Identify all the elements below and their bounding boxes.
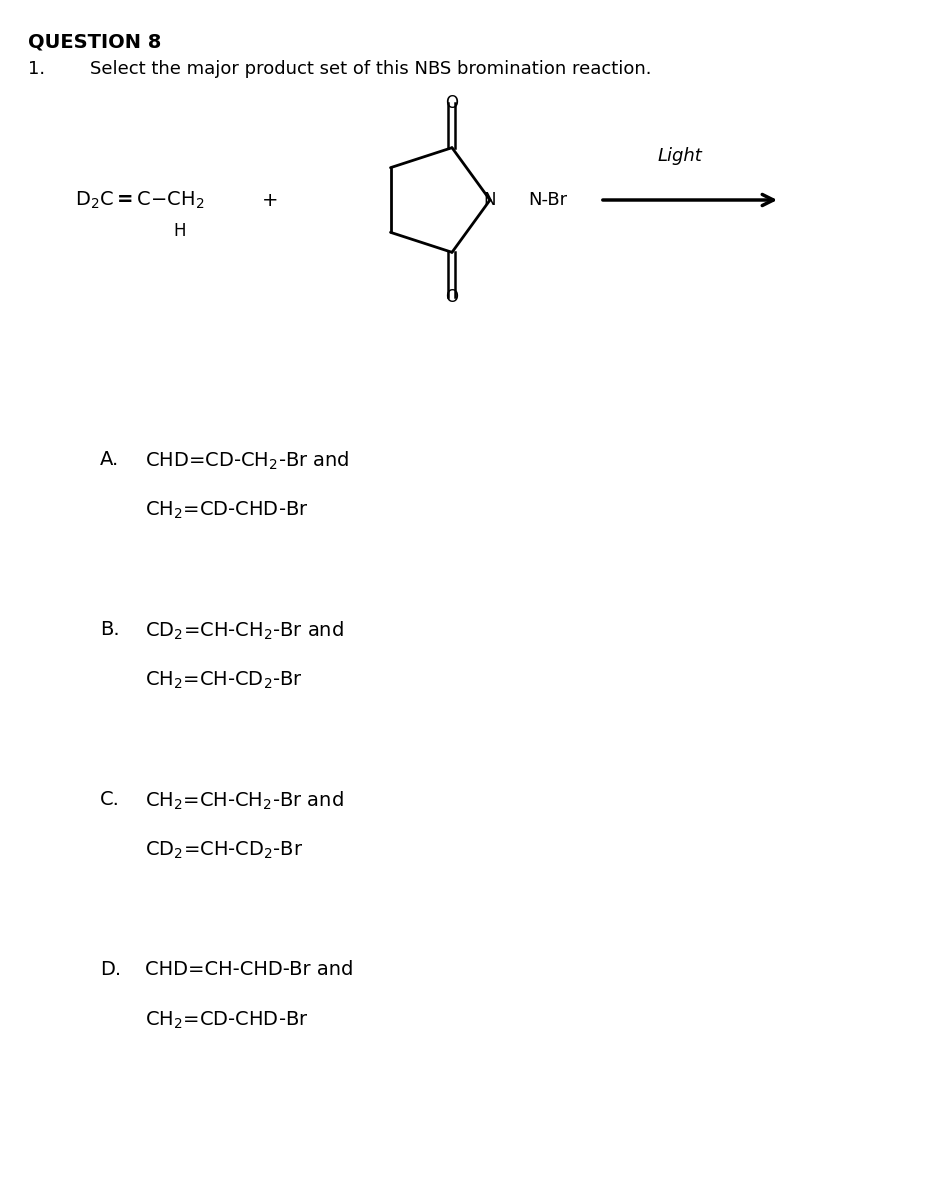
Text: CH$_2$=CH-CD$_2$-Br: CH$_2$=CH-CD$_2$-Br [145, 670, 302, 691]
Text: CHD=CH-CHD-Br and: CHD=CH-CHD-Br and [145, 959, 353, 978]
Text: N-Br: N-Br [528, 191, 567, 209]
Text: QUESTION 8: QUESTION 8 [28, 32, 161, 51]
Text: N: N [484, 191, 496, 209]
Text: C.: C. [100, 790, 120, 809]
Text: D$_2$C$\mathbf{=}$C$-$CH$_2$: D$_2$C$\mathbf{=}$C$-$CH$_2$ [75, 190, 204, 211]
Text: D.: D. [100, 959, 122, 978]
Text: CH$_2$=CD-CHD-Br: CH$_2$=CD-CHD-Br [145, 1010, 308, 1032]
Text: B.: B. [100, 620, 120, 639]
Text: CD$_2$=CH-CH$_2$-Br and: CD$_2$=CH-CH$_2$-Br and [145, 620, 344, 643]
Text: CH$_2$=CD-CHD-Br: CH$_2$=CD-CHD-Br [145, 500, 308, 522]
Text: CHD=CD-CH$_2$-Br and: CHD=CD-CH$_2$-Br and [145, 449, 349, 472]
Text: O: O [446, 288, 459, 306]
Text: CH$_2$=CH-CH$_2$-Br and: CH$_2$=CH-CH$_2$-Br and [145, 790, 344, 812]
Text: O: O [446, 94, 459, 111]
Text: 1.: 1. [28, 60, 45, 78]
Text: +: + [262, 191, 278, 210]
Text: Select the major product set of this NBS bromination reaction.: Select the major product set of this NBS… [90, 60, 652, 78]
Text: Light: Light [658, 147, 703, 165]
Text: H: H [173, 222, 187, 240]
Text: A.: A. [100, 449, 120, 468]
Text: CD$_2$=CH-CD$_2$-Br: CD$_2$=CH-CD$_2$-Br [145, 840, 303, 861]
